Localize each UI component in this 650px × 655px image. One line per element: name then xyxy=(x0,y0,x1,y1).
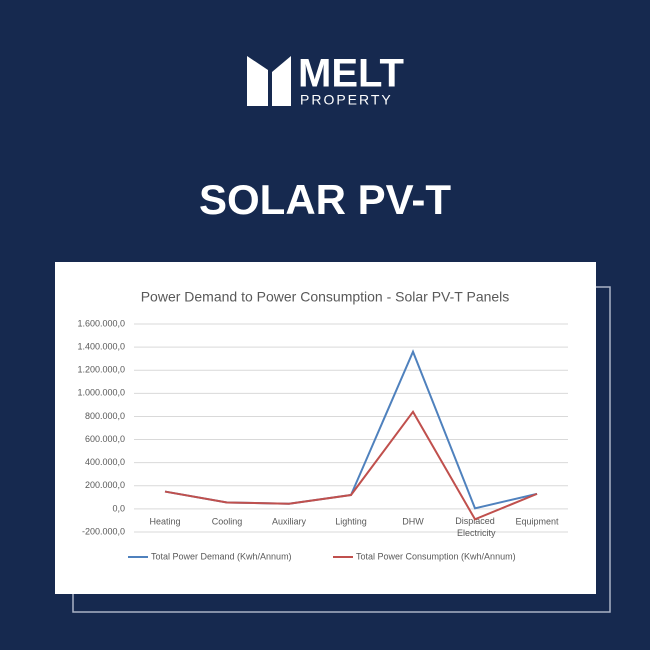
x-tick-label: Lighting xyxy=(335,516,367,526)
y-tick-label: 1.200.000,0 xyxy=(77,365,125,375)
y-tick-label: 0,0 xyxy=(112,503,125,513)
y-tick-label: 1.600.000,0 xyxy=(77,318,125,328)
legend-label: Total Power Demand (Kwh/Annum) xyxy=(151,551,292,561)
brand-name: MELT xyxy=(298,52,404,96)
logo-icon xyxy=(247,56,291,106)
chart-title: Power Demand to Power Consumption - Sola… xyxy=(141,289,510,305)
chart-panel xyxy=(55,262,596,594)
brand-tagline: PROPERTY xyxy=(300,92,393,108)
y-tick-label: 800.000,0 xyxy=(85,411,125,421)
y-tick-label: 1.000.000,0 xyxy=(77,388,125,398)
y-tick-label: 1.400.000,0 xyxy=(77,341,125,351)
x-tick-label: Auxiliary xyxy=(272,516,307,526)
series-line xyxy=(164,410,538,521)
x-tick-label: Cooling xyxy=(212,516,243,526)
x-tick-label: DHW xyxy=(402,516,424,526)
x-tick-label: Heating xyxy=(149,516,180,526)
y-tick-label: 200.000,0 xyxy=(85,480,125,490)
headline: SOLAR PV-T xyxy=(199,176,451,223)
x-tick-label: Equipment xyxy=(515,516,559,526)
x-tick-label: Displaced Electricity xyxy=(454,516,496,538)
y-tick-label: -200.000,0 xyxy=(82,526,125,536)
legend-label: Total Power Consumption (Kwh/Annum) xyxy=(356,551,516,561)
y-tick-label: 600.000,0 xyxy=(85,434,125,444)
y-tick-label: 400.000,0 xyxy=(85,457,125,467)
